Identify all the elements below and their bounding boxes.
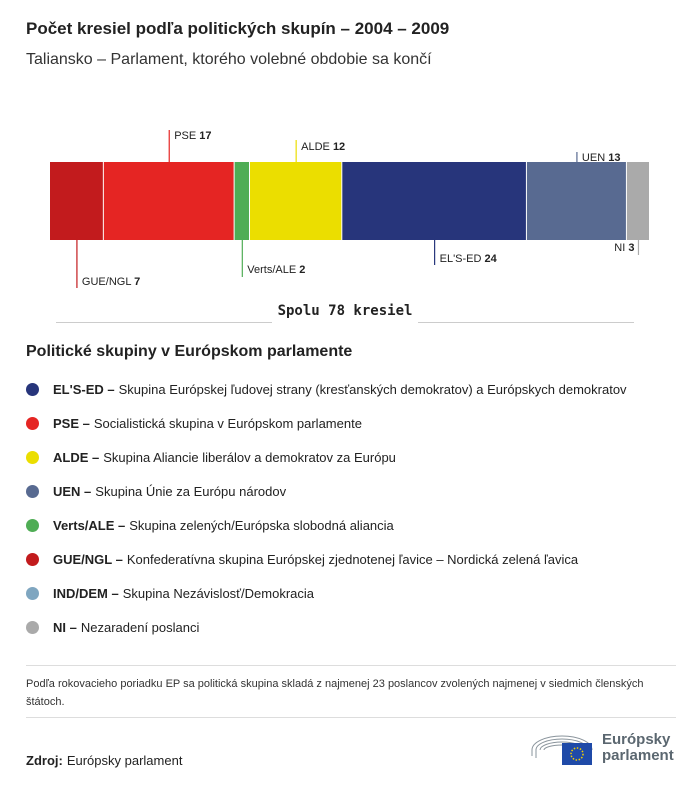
divider-line [418,322,634,323]
legend-desc: Nezaradení poslanci [80,619,200,635]
legend-item: UEN – Skupina Únie za Európu národov [26,474,627,508]
legend-abbr: GUE/NGL – [53,551,123,567]
chart-title: Počet kresiel podľa politických skupín –… [26,19,450,38]
legend: EL'S-ED – Skupina Európskej ľudovej stran… [26,372,627,644]
legend-desc: Skupina Aliancie liberálov a demokratov … [103,449,396,465]
legend-desc: Skupina zelených/Európska slobodná alian… [129,517,394,533]
legend-abbr: EL'S-ED – [53,381,115,397]
legend-dot-icon [26,382,39,396]
legend-dot-icon [26,552,39,566]
bar-segment-6 [626,162,649,240]
legend-desc: Socialistická skupina v Európskom parlam… [93,415,362,431]
legend-abbr: IND/DEM – [53,585,119,601]
footnote: Podľa rokovacieho poriadku EP sa politic… [26,665,676,718]
chart-subtitle: Taliansko – Parlament, ktorého volebné o… [26,51,432,68]
logo-line2: parlament [602,747,674,764]
data-label: EL'S-ED 24 [440,253,498,265]
bar-segment-2 [234,162,249,240]
data-label: PSE 17 [174,130,211,142]
legend-item: NI – Nezaradení poslanci [26,610,627,644]
legend-desc: Konfederatívna skupina Európskej zjednot… [126,551,579,567]
bar-segment-3 [250,162,342,240]
data-label: ALDE 12 [301,141,345,153]
legend-item: GUE/NGL – Konfederatívna skupina Európske… [26,542,627,576]
legend-abbr: UEN – [53,483,92,499]
legend-dot-icon [26,450,39,464]
total-seats-label: Spolu 78 kresiel [277,303,413,319]
source-label: Zdroj: [26,753,63,768]
legend-item: PSE – Socialistická skupina v Európskom p… [26,406,627,440]
legend-abbr: NI – [53,619,77,635]
stacked-bar-chart: GUE/NGL 7 PSE 17 Verts/ALE 2 ALDE 12 EL'S-ED… [50,130,649,288]
legend-item: ALDE – Skupina Aliancie liberálov a demok… [26,440,627,474]
legend-abbr: PSE – [53,415,90,431]
data-label: UEN 13 [582,152,621,164]
legend-dot-icon [26,416,39,430]
legend-abbr: Verts/ALE – [53,517,126,533]
data-label: GUE/NGL 7 [82,276,140,288]
legend-title: Politické skupiny v Európskom parlamente [26,343,353,360]
legend-item: Verts/ALE – Skupina zelených/Európska slo… [26,508,627,542]
source-value: Európsky parlament [66,753,183,768]
legend-desc: Skupina Únie za Európu národov [95,483,287,499]
legend-dot-icon [26,484,39,498]
parliament-hemicycle-icon [531,735,593,765]
legend-dot-icon [26,586,39,600]
legend-desc: Skupina Európskej ľudovej strany (kresťa… [118,381,627,397]
bar-segment-0 [50,162,103,240]
legend-item: IND/DEM – Skupina Nezávislosť/Demokracia [26,576,627,610]
legend-dot-icon [26,620,39,634]
bar-segment-4 [342,162,526,240]
legend-desc: Skupina Nezávislosť/Demokracia [122,585,315,601]
source: Zdroj: Európsky parlament [26,753,182,768]
legend-abbr: ALDE – [53,449,100,465]
bar-segment-1 [103,162,234,240]
legend-dot-icon [26,518,39,532]
divider-line [56,322,272,323]
logo-line1: Európsky [602,731,671,748]
bar-segment-5 [526,162,626,240]
data-label: NI 3 [614,242,634,254]
data-label: Verts/ALE 2 [247,264,305,276]
ep-logo: Európsky parlament [528,728,674,768]
legend-item: EL'S-ED – Skupina Európskej ľudovej stran… [26,372,627,406]
